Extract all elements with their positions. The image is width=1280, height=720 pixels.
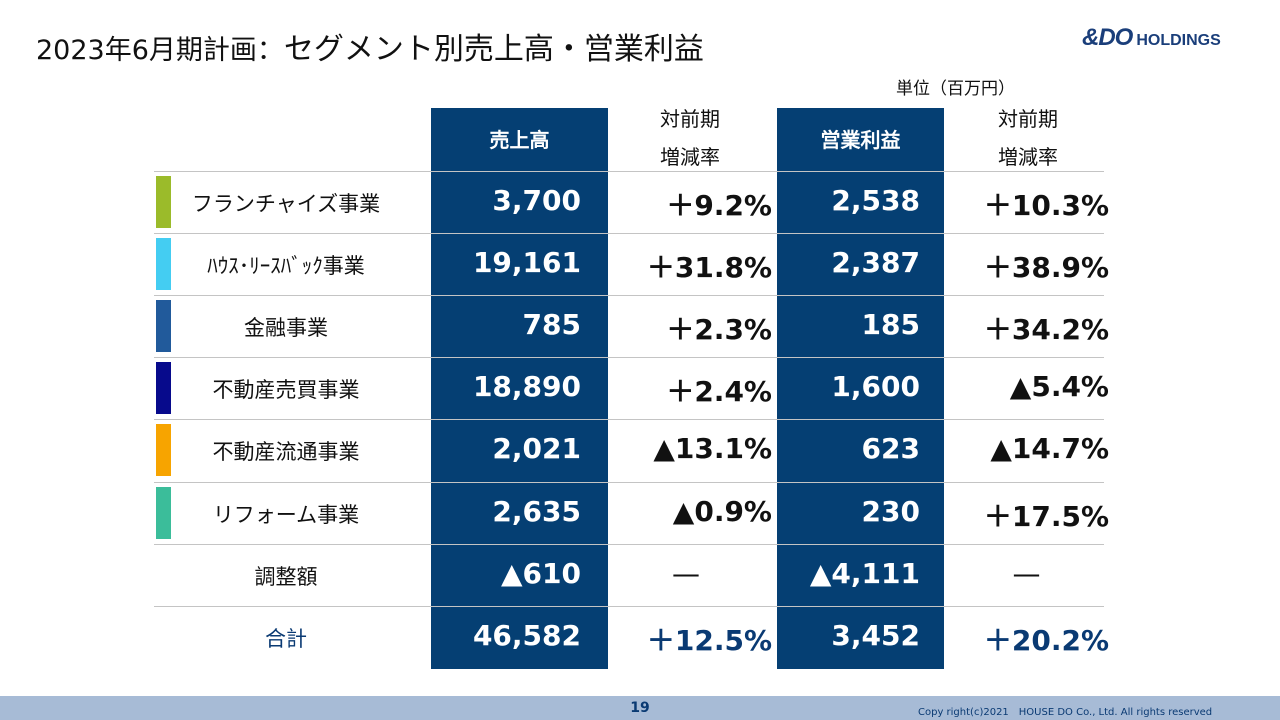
op-yoy-value: ＋38.9% [983, 251, 1109, 284]
sales-yoy-value: ＋2.4% [666, 375, 772, 408]
header-sales-yoy: 対前期 増減率 [620, 100, 760, 176]
row-divider [154, 544, 1104, 545]
sales-yoy-value: ＋12.5% [646, 624, 772, 657]
logo-holdings: HOLDINGS [1136, 32, 1221, 49]
footer-bar [0, 696, 1280, 720]
segment-name: フランチャイズ事業 [191, 192, 381, 216]
segment-name: 調整額 [254, 565, 318, 589]
sales-yoy-value: ＋9.2% [666, 189, 772, 222]
page-number: 19 [630, 700, 650, 716]
sales-value: ▲610 [501, 557, 581, 590]
op-column-band [777, 108, 944, 669]
header-op-yoy-line2: 増減率 [998, 145, 1058, 169]
op-yoy-value: ▲5.4% [1009, 370, 1109, 403]
sales-yoy-value: — [672, 557, 700, 590]
sales-value: 19,161 [472, 246, 581, 279]
sales-value: 46,582 [472, 619, 581, 652]
sales-value: 2,635 [492, 495, 581, 528]
op-yoy-value: ▲14.7% [990, 432, 1109, 465]
logo-brand: &DO [1082, 24, 1133, 51]
row-divider [154, 295, 1104, 296]
segment-color-swatch [156, 176, 171, 228]
sales-yoy-value: ＋31.8% [646, 251, 772, 284]
page-title: 2023年6月期計画：セグメント別売上高・営業利益 [36, 24, 704, 68]
row-divider [154, 357, 1104, 358]
row-divider [154, 171, 1104, 172]
sales-yoy-value: ▲0.9% [672, 495, 772, 528]
op-yoy-value: ＋20.2% [983, 624, 1109, 657]
header-sales: 売上高 [489, 128, 550, 152]
op-value: 623 [861, 432, 920, 465]
segment-name: 不動産売買事業 [212, 378, 360, 402]
op-yoy-value: ＋17.5% [983, 500, 1109, 533]
segment-name: 不動産流通事業 [212, 440, 360, 464]
row-divider [154, 482, 1104, 483]
unit-label: 単位（百万円） [896, 79, 1015, 99]
segment-name: ﾊｳｽ･ﾘｰｽﾊﾞｯｸ事業 [207, 254, 365, 278]
segment-color-swatch [156, 238, 171, 290]
op-value: ▲4,111 [809, 557, 920, 590]
title-main: セグメント別売上高・営業利益 [283, 32, 704, 67]
segment-color-swatch [156, 424, 171, 476]
sales-yoy-value: ＋2.3% [666, 313, 772, 346]
row-divider [154, 419, 1104, 420]
header-op-yoy: 対前期 増減率 [958, 100, 1098, 176]
sales-value: 2,021 [492, 432, 581, 465]
header-sales-yoy-line2: 増減率 [660, 145, 720, 169]
sales-value: 18,890 [472, 370, 581, 403]
copyright-text: Copy right(c)2021 HOUSE DO Co., Ltd. All… [918, 707, 1213, 718]
segment-name: リフォーム事業 [212, 503, 360, 527]
row-divider [154, 606, 1104, 607]
op-value: 230 [861, 495, 920, 528]
op-value: 2,387 [831, 246, 920, 279]
segment-color-swatch [156, 362, 171, 414]
op-value: 3,452 [831, 619, 920, 652]
segment-color-swatch [156, 300, 171, 352]
segment-color-swatch [156, 487, 171, 539]
title-prefix: 2023年6月期計画： [36, 35, 284, 66]
sales-value: 3,700 [492, 184, 581, 217]
company-logo: &DO HOLDINGS [1082, 24, 1221, 52]
op-yoy-value: ＋10.3% [983, 189, 1109, 222]
segment-name: 金融事業 [244, 316, 328, 340]
op-value: 1,600 [831, 370, 920, 403]
op-yoy-value: — [1012, 557, 1041, 590]
sales-yoy-value: ▲13.1% [653, 432, 772, 465]
op-yoy-value: ＋34.2% [983, 313, 1109, 346]
row-divider [154, 233, 1104, 234]
header-sales-yoy-line1: 対前期 [660, 107, 720, 131]
header-op-yoy-line1: 対前期 [998, 107, 1058, 131]
op-value: 185 [861, 308, 920, 341]
sales-value: 785 [522, 308, 581, 341]
segment-name: 合計 [265, 627, 307, 651]
sales-column-band [431, 108, 608, 669]
header-op: 営業利益 [820, 128, 901, 152]
op-value: 2,538 [831, 184, 920, 217]
